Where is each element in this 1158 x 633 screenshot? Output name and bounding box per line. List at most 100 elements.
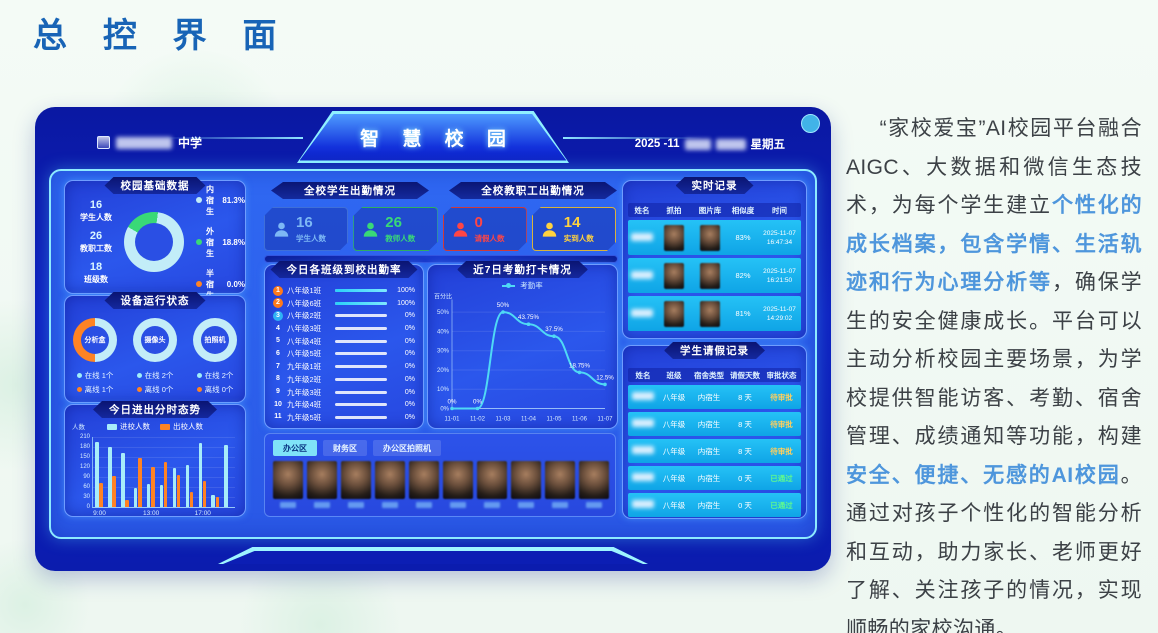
axis-tick: 17:00 [194, 510, 211, 517]
camera-tab[interactable]: 财务区 [323, 440, 367, 456]
face-thumbnail [307, 461, 337, 508]
svg-text:30%: 30% [437, 349, 450, 355]
device-stats: 在线 1个 离线 1个 [76, 370, 113, 395]
offline-dot-icon [76, 387, 82, 392]
stat-card: 0 请假人数 [443, 207, 527, 251]
camera-strip: 办公区 财务区 办公区拍照机 [264, 433, 616, 517]
axis-tick: 120 [79, 464, 90, 470]
bar [176, 474, 181, 507]
class-attendance-row: 10 九年级4班 0% [274, 400, 415, 410]
panel-title-campus: 校园基础数据 [105, 177, 206, 194]
dashboard-content: 校园基础数据 16 学生人数 26 教职工数 18 班级数 内宿生 81.3% 外宿生 18.8… [49, 169, 817, 539]
axis-tick: 90 [83, 474, 90, 480]
bar [95, 442, 99, 507]
date-redacted [684, 138, 711, 150]
face-label-redacted [518, 502, 534, 508]
device-ring: 分析盒 在线 1个 离线 1个 [73, 318, 117, 395]
school-name-redacted [116, 136, 172, 149]
face-thumbnail [511, 461, 541, 508]
leave-row: 八年级 内宿生 0 天 已通过 [628, 466, 801, 490]
name-redacted [632, 473, 654, 481]
svg-text:11-07: 11-07 [598, 417, 614, 423]
page-title: 总 控 界 面 [33, 16, 289, 56]
progress-track [335, 289, 387, 292]
face-label-redacted [348, 502, 364, 508]
campus-stat: 16 学生人数 [80, 199, 112, 222]
face-label-redacted [416, 502, 432, 508]
device-ring: 摄像头 在线 2个 离线 0个 [133, 318, 177, 395]
face-thumbnail [341, 461, 371, 508]
face-photo [409, 461, 439, 499]
progress-track [335, 314, 387, 318]
library-photo [700, 300, 720, 327]
panel-title-device: 设备运行状态 [105, 292, 206, 309]
decor-wing [163, 137, 303, 139]
realtime-headers: 姓名 抓拍 图片库 相似度 时间 [628, 203, 801, 217]
snapshot-photo [664, 300, 684, 327]
bottom-decoration-inner [223, 551, 643, 564]
rank-badge: 6 [276, 349, 280, 357]
rank-badge: 1 [273, 285, 283, 296]
face-photo [307, 461, 337, 499]
line-legend-marker [502, 283, 516, 288]
axis-tick: 13:00 [142, 510, 160, 517]
axis-tick: 180 [79, 444, 90, 450]
bar [202, 481, 207, 507]
svg-text:11-05: 11-05 [547, 417, 563, 423]
camera-tab[interactable]: 办公区拍照机 [373, 440, 441, 456]
bar [151, 467, 155, 507]
dashboard: 中学 智 慧 校 园 2025 -11 星期五 校园基础数据 16 学生人数 26 教… [35, 107, 831, 571]
panel-checkin: 近7日考勤打卡情况 考勤率 百分比 0% 10% 20% 30% 40% 50% 11-01 1… [427, 264, 618, 429]
panel-class-attendance: 今日各班级到校出勤率 1 八年级1班 100% 2 八年级6班 100% 3 八… [264, 264, 424, 429]
rank-badge: 2 [273, 298, 283, 309]
bar [159, 485, 164, 507]
progress-track [335, 339, 387, 343]
panel-title-entry-exit: 今日进出分时态势 [93, 401, 217, 418]
school-name-suffix: 中学 [178, 136, 203, 150]
description-segment: 。通过对孩子个性化的智能分析和互动，助力家长、老师更好了解、关注孩子的情况，实现… [846, 463, 1142, 633]
donut-hole [135, 223, 173, 261]
class-attendance-row: 2 八年级6班 100% [270, 298, 418, 309]
leave-row: 八年级 内宿生 8 天 待审批 [628, 439, 801, 463]
face-photo [341, 461, 371, 499]
description-segment: ，确保学生的安全健康成长。平台可以主动分析校园主要场景，为学校提供智能访客、考勤… [846, 271, 1142, 448]
bar [215, 497, 220, 507]
name-redacted [632, 500, 654, 508]
bar [224, 445, 228, 507]
date-weekday: 星期五 [750, 139, 786, 151]
progress-track [335, 377, 387, 381]
rank-badge: 8 [276, 375, 280, 383]
realtime-rows: 83% 2025-11-07 16:47:34 82% 2025-11-07 16:… [623, 220, 806, 331]
face-thumbnails [273, 461, 609, 508]
panel-realtime: 实时记录 姓名 抓拍 图片库 相似度 时间 83% 2025-11-07 16:47:34… [622, 180, 807, 339]
progress-track [335, 390, 387, 394]
svg-text:50%: 50% [497, 302, 510, 309]
class-attendance-row: 8 九年级2班 0% [270, 374, 418, 385]
device-stats: 在线 2个 离线 0个 [136, 370, 173, 395]
online-dot-icon [76, 373, 82, 378]
panel-title-class: 今日各班级到校出勤率 [271, 261, 418, 278]
name-redacted [631, 308, 653, 317]
bar [211, 495, 215, 507]
snapshot-photo [664, 224, 684, 251]
online-dot-icon [136, 373, 142, 378]
ring-chart: 摄像头 [133, 318, 177, 362]
svg-text:11-03: 11-03 [496, 417, 512, 423]
bar [112, 476, 116, 507]
header-badge-icon[interactable] [801, 114, 820, 133]
stat-card: 26 教师人数 [353, 207, 437, 251]
face-label-redacted [552, 502, 568, 508]
online-dot-icon [196, 373, 202, 378]
svg-text:50%: 50% [437, 310, 450, 316]
dashboard-title-frame: 智 慧 校 园 [297, 111, 569, 163]
axis-tick: 30 [83, 494, 90, 500]
bar-chart-ylabel: 人数 [72, 424, 85, 431]
progress-track [335, 327, 387, 331]
camera-tab[interactable]: 办公区 [273, 440, 317, 456]
svg-text:11-06: 11-06 [572, 417, 588, 423]
svg-text:37.5%: 37.5% [545, 326, 563, 333]
progress-track [335, 301, 387, 305]
face-photo [477, 461, 507, 499]
face-photo [375, 461, 405, 499]
date-redacted [715, 138, 746, 150]
